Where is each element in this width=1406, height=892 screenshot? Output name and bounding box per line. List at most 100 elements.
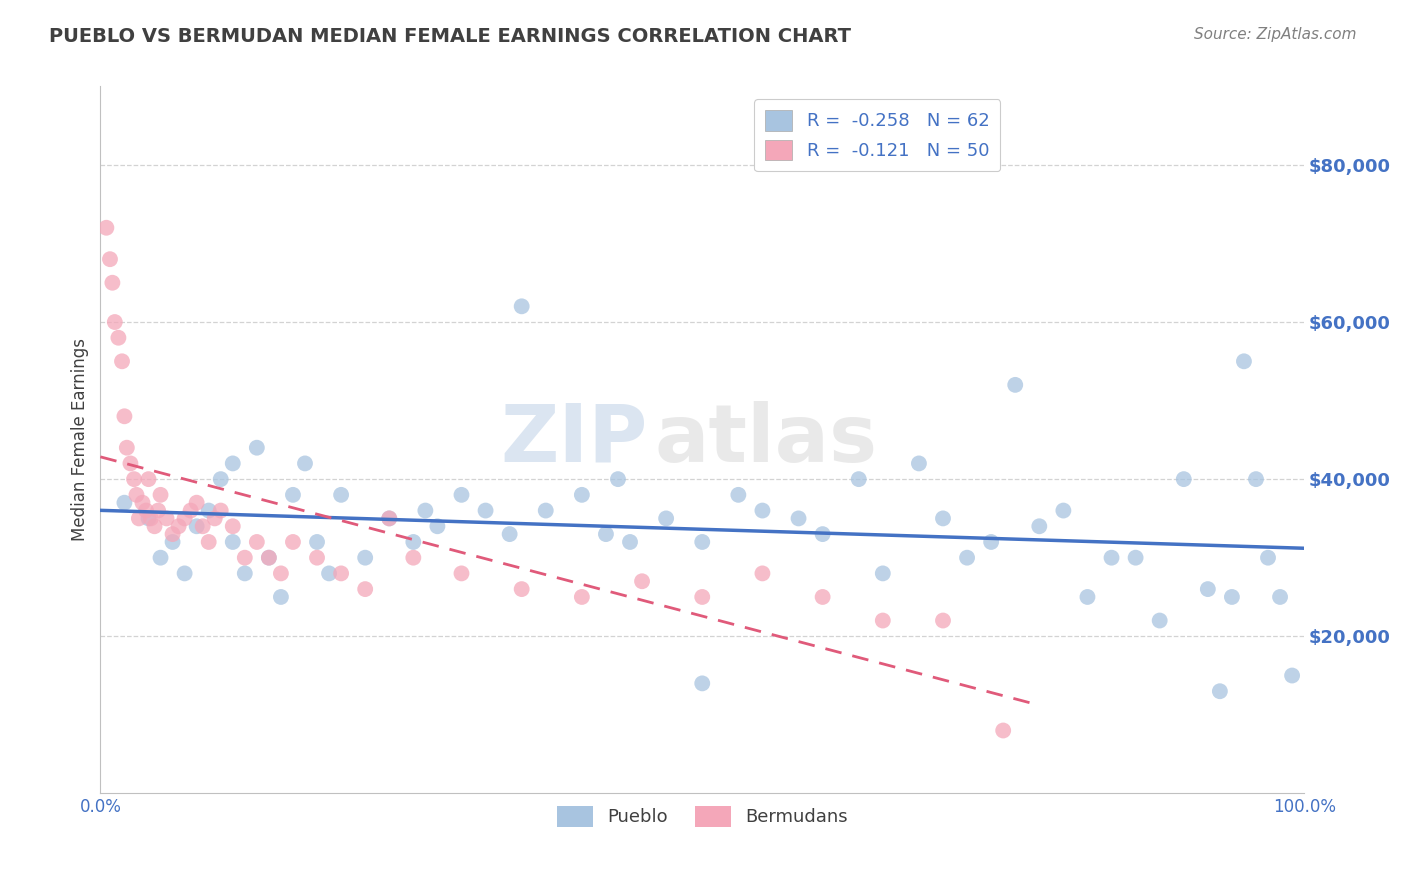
Point: [908, 457, 931, 471]
Point: [180, 503, 202, 517]
Point: [173, 566, 195, 581]
Point: [143, 519, 166, 533]
Point: [112, 409, 135, 424]
Point: [1268, 590, 1291, 604]
Point: [402, 535, 425, 549]
Point: [1125, 550, 1147, 565]
Point: [1149, 614, 1171, 628]
Point: [727, 488, 749, 502]
Point: [149, 488, 172, 502]
Point: [305, 550, 328, 565]
Point: [415, 503, 437, 517]
Point: [330, 566, 353, 581]
Point: [246, 535, 269, 549]
Point: [222, 519, 245, 533]
Point: [98, 252, 121, 267]
Point: [120, 457, 142, 471]
Point: [751, 566, 773, 581]
Point: [139, 511, 162, 525]
Point: [872, 566, 894, 581]
Point: [354, 550, 377, 565]
Point: [330, 488, 353, 502]
Point: [534, 503, 557, 517]
Point: [474, 503, 496, 517]
Point: [872, 614, 894, 628]
Y-axis label: Median Female Earnings: Median Female Earnings: [72, 338, 89, 541]
Point: [402, 550, 425, 565]
Text: ZIP: ZIP: [501, 401, 648, 479]
Point: [1233, 354, 1256, 368]
Legend: Pueblo, Bermudans: Pueblo, Bermudans: [550, 798, 855, 834]
Point: [1220, 590, 1243, 604]
Point: [167, 519, 190, 533]
Point: [281, 535, 304, 549]
Point: [155, 511, 177, 525]
Point: [1028, 519, 1050, 533]
Point: [1173, 472, 1195, 486]
Point: [122, 472, 145, 486]
Point: [270, 590, 292, 604]
Point: [222, 457, 245, 471]
Point: [197, 503, 219, 517]
Point: [125, 488, 148, 502]
Point: [498, 527, 520, 541]
Point: [932, 511, 955, 525]
Point: [848, 472, 870, 486]
Point: [111, 354, 134, 368]
Point: [146, 503, 169, 517]
Point: [1209, 684, 1232, 698]
Point: [1281, 668, 1303, 682]
Point: [1101, 550, 1123, 565]
Point: [257, 550, 280, 565]
Point: [209, 503, 232, 517]
Point: [510, 299, 533, 313]
Point: [96, 220, 118, 235]
Point: [1197, 582, 1219, 596]
Point: [510, 582, 533, 596]
Point: [450, 566, 472, 581]
Point: [246, 441, 269, 455]
Point: [1244, 472, 1267, 486]
Point: [138, 472, 160, 486]
Point: [107, 331, 129, 345]
Point: [233, 566, 256, 581]
Point: [450, 488, 472, 502]
Point: [191, 519, 214, 533]
Point: [257, 550, 280, 565]
Point: [426, 519, 449, 533]
Point: [209, 472, 232, 486]
Point: [571, 590, 593, 604]
Point: [197, 535, 219, 549]
Point: [631, 574, 654, 589]
Point: [1004, 377, 1026, 392]
Point: [101, 276, 124, 290]
Point: [305, 535, 328, 549]
Point: [932, 614, 955, 628]
Point: [1076, 590, 1098, 604]
Point: [571, 488, 593, 502]
Point: [811, 590, 834, 604]
Point: [690, 590, 713, 604]
Point: [294, 457, 316, 471]
Point: [607, 472, 630, 486]
Point: [131, 496, 153, 510]
Point: [811, 527, 834, 541]
Point: [186, 496, 208, 510]
Point: [378, 511, 401, 525]
Point: [318, 566, 340, 581]
Point: [690, 676, 713, 690]
Point: [162, 535, 184, 549]
Point: [204, 511, 226, 525]
Point: [270, 566, 292, 581]
Point: [104, 315, 127, 329]
Point: [128, 511, 150, 525]
Point: [787, 511, 810, 525]
Point: [112, 496, 135, 510]
Point: [993, 723, 1015, 738]
Point: [149, 550, 172, 565]
Point: [690, 535, 713, 549]
Text: PUEBLO VS BERMUDAN MEDIAN FEMALE EARNINGS CORRELATION CHART: PUEBLO VS BERMUDAN MEDIAN FEMALE EARNING…: [49, 27, 851, 45]
Point: [162, 527, 184, 541]
Point: [980, 535, 1002, 549]
Text: atlas: atlas: [654, 401, 877, 479]
